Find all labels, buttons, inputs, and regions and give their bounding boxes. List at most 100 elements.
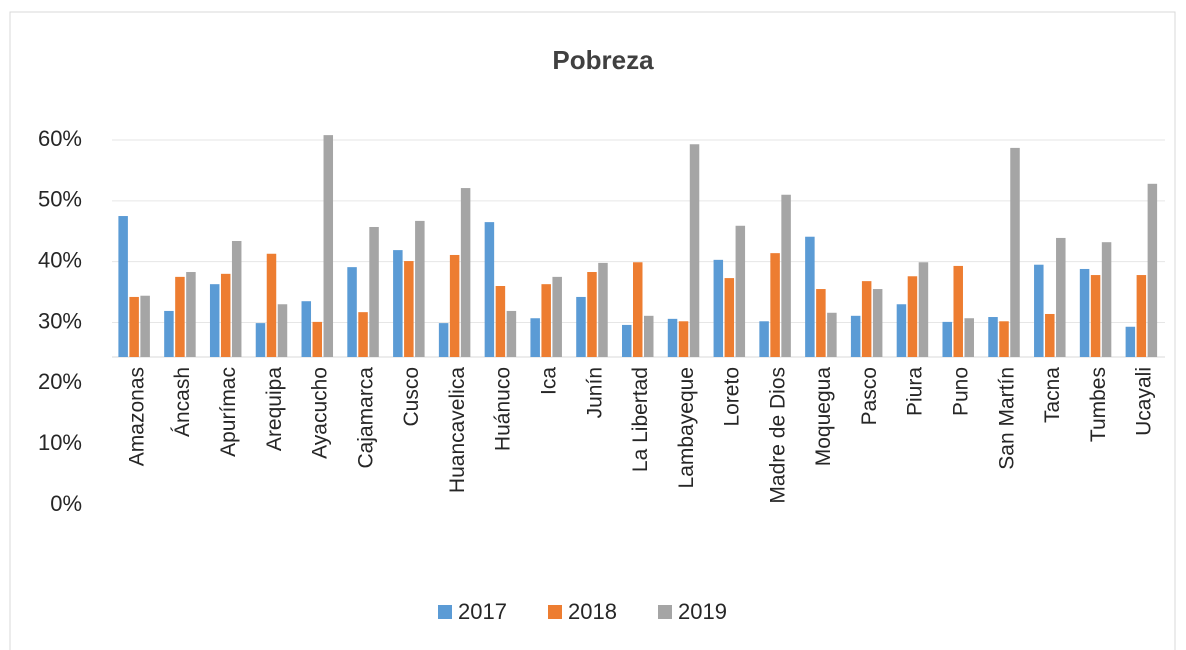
bar xyxy=(369,226,379,357)
x-tick-label: Tacna xyxy=(1041,367,1064,423)
x-tick-label: Ica xyxy=(537,367,560,395)
x-tick-label: La Libertad xyxy=(629,367,652,472)
legend-swatch xyxy=(438,605,452,619)
x-tick-label: Huánuco xyxy=(492,367,515,451)
bar xyxy=(1136,275,1147,357)
bar xyxy=(735,225,746,357)
y-tick-label: 0% xyxy=(50,491,82,516)
bar xyxy=(301,301,312,357)
bar xyxy=(1079,268,1090,357)
x-tick-label: Pasco xyxy=(858,367,881,425)
x-tick-label: Huancavelica xyxy=(446,367,469,493)
bar xyxy=(644,315,654,357)
bar xyxy=(277,304,288,357)
x-tick-label: Moquegua xyxy=(812,367,835,467)
bar xyxy=(805,236,815,357)
x-tick-label: Ayacucho xyxy=(309,367,332,459)
y-tick-label: 10% xyxy=(38,430,82,455)
bar xyxy=(118,216,128,357)
x-tick-label: Amazonas xyxy=(125,367,148,466)
bar xyxy=(449,254,460,357)
bar xyxy=(907,276,918,357)
bar xyxy=(667,318,678,357)
x-tick-label: Piura xyxy=(904,367,927,416)
x-tick-label: Ucayali xyxy=(1133,367,1156,436)
bar xyxy=(1125,326,1136,357)
bar xyxy=(689,144,700,357)
legend-label: 2017 xyxy=(458,599,507,624)
bar xyxy=(404,261,414,357)
bar xyxy=(415,220,425,357)
bar xyxy=(438,323,449,357)
bar xyxy=(633,262,643,357)
x-tick-label: Áncash xyxy=(171,367,194,437)
x-tick-label: Madre de Dios xyxy=(766,367,789,504)
x-tick-label: Lambayeque xyxy=(675,367,698,488)
bar xyxy=(140,295,150,357)
bar xyxy=(964,318,974,357)
bar xyxy=(393,250,403,357)
bar xyxy=(231,240,242,357)
x-tick-label: Tumbes xyxy=(1087,367,1110,442)
bar xyxy=(918,262,929,357)
bar xyxy=(323,135,334,357)
bar xyxy=(713,259,724,357)
y-tick-label: 20% xyxy=(38,369,82,394)
category-labels: Amazonas Áncash Apurímac Arequipa Ayacucho Ca… xyxy=(125,367,1155,504)
legend-swatch xyxy=(658,605,672,619)
y-tick-label: 30% xyxy=(38,308,82,333)
bar xyxy=(506,310,517,357)
bar xyxy=(129,296,139,357)
y-tick-label: 40% xyxy=(38,247,82,272)
bar xyxy=(1034,264,1044,357)
x-tick-label: Apurímac xyxy=(217,367,240,457)
bar xyxy=(220,273,231,357)
bar xyxy=(576,296,586,357)
bar xyxy=(347,267,357,357)
bar xyxy=(484,222,495,357)
bar xyxy=(460,188,471,357)
bar xyxy=(1056,237,1066,357)
bar xyxy=(816,289,826,357)
y-tick-label: 50% xyxy=(38,187,82,212)
bar xyxy=(266,253,277,357)
bar xyxy=(1045,313,1055,357)
bar xyxy=(186,272,196,357)
bar xyxy=(770,253,780,357)
bar xyxy=(988,317,998,357)
x-tick-label: Puno xyxy=(950,367,973,416)
legend-swatch xyxy=(548,605,562,619)
legend-label: 2019 xyxy=(678,599,727,624)
bar xyxy=(1010,147,1020,357)
bar xyxy=(530,318,540,357)
bar xyxy=(850,315,861,357)
bar xyxy=(312,321,323,357)
x-tick-label: Loreto xyxy=(721,367,744,427)
chart-title: Pobreza xyxy=(552,45,654,75)
chart-border xyxy=(9,11,1176,650)
bar xyxy=(164,310,174,357)
bar xyxy=(953,265,963,357)
bar xyxy=(209,284,220,357)
x-tick-label: Cusco xyxy=(400,367,423,427)
bar xyxy=(896,304,907,357)
x-tick-label: Cajamarca xyxy=(354,367,377,469)
bar xyxy=(358,312,368,357)
bar xyxy=(255,323,266,357)
bar xyxy=(827,312,837,357)
bar xyxy=(175,276,185,357)
bar xyxy=(1101,242,1112,357)
bar xyxy=(541,284,551,357)
bar xyxy=(552,276,562,357)
x-tick-label: Junín xyxy=(583,367,606,418)
bar xyxy=(678,321,689,357)
x-tick-label: Arequipa xyxy=(263,367,286,451)
legend-label: 2018 xyxy=(568,599,617,624)
bar xyxy=(759,321,769,357)
bar xyxy=(872,289,883,357)
bar xyxy=(598,262,608,357)
bar xyxy=(942,321,952,357)
y-tick-label: 60% xyxy=(38,126,82,151)
bar xyxy=(622,324,632,357)
